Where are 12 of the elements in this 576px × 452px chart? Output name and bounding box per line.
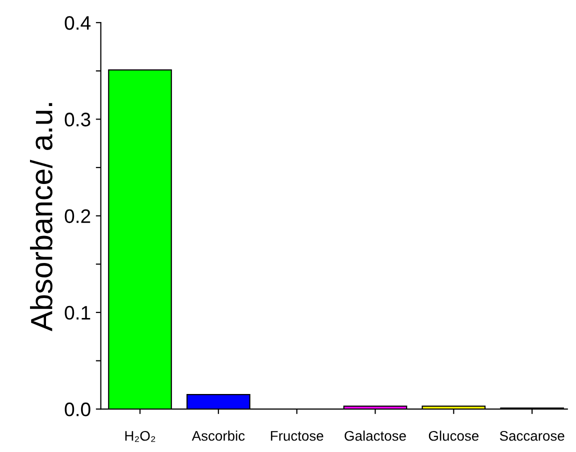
- y-axis-title: Absorbance/ a.u.: [30, 103, 52, 332]
- x-tick-label: H₂O₂: [125, 430, 156, 442]
- y-tick-label: 0.0: [64, 402, 90, 416]
- x-tick-label: Fructose: [270, 431, 324, 441]
- y-tick-label: 0.4: [64, 16, 91, 30]
- x-tick-label: Glucose: [428, 430, 479, 441]
- y-tick-label: 0.3: [64, 112, 90, 126]
- x-tick-label: Ascorbic: [192, 430, 245, 441]
- y-tick-label: 0.2: [64, 209, 90, 224]
- y-tick-label: 0.1: [64, 306, 90, 320]
- x-tick-label: Galactose: [344, 430, 406, 441]
- x-tick-label: Saccarose: [500, 430, 564, 441]
